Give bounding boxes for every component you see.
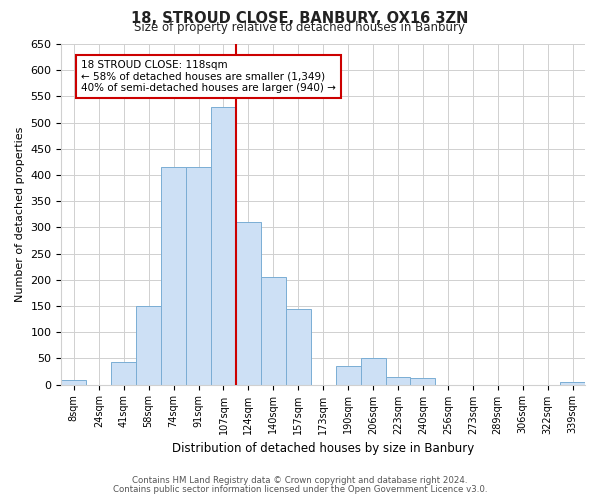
Text: Contains HM Land Registry data © Crown copyright and database right 2024.: Contains HM Land Registry data © Crown c… [132,476,468,485]
Bar [161,167,186,384]
Bar [386,376,410,384]
Bar [410,378,436,384]
Y-axis label: Number of detached properties: Number of detached properties [15,126,25,302]
Bar [236,222,261,384]
Bar [136,306,161,384]
Bar [211,107,236,384]
Bar [560,382,585,384]
X-axis label: Distribution of detached houses by size in Banbury: Distribution of detached houses by size … [172,442,475,455]
Bar [186,167,211,384]
Bar [261,277,286,384]
Bar [61,380,86,384]
Bar [111,362,136,384]
Bar [335,366,361,384]
Text: Contains public sector information licensed under the Open Government Licence v3: Contains public sector information licen… [113,485,487,494]
Bar [361,358,386,384]
Text: 18 STROUD CLOSE: 118sqm
← 58% of detached houses are smaller (1,349)
40% of semi: 18 STROUD CLOSE: 118sqm ← 58% of detache… [82,60,336,93]
Text: 18, STROUD CLOSE, BANBURY, OX16 3ZN: 18, STROUD CLOSE, BANBURY, OX16 3ZN [131,11,469,26]
Bar [286,308,311,384]
Text: Size of property relative to detached houses in Banbury: Size of property relative to detached ho… [134,22,466,35]
